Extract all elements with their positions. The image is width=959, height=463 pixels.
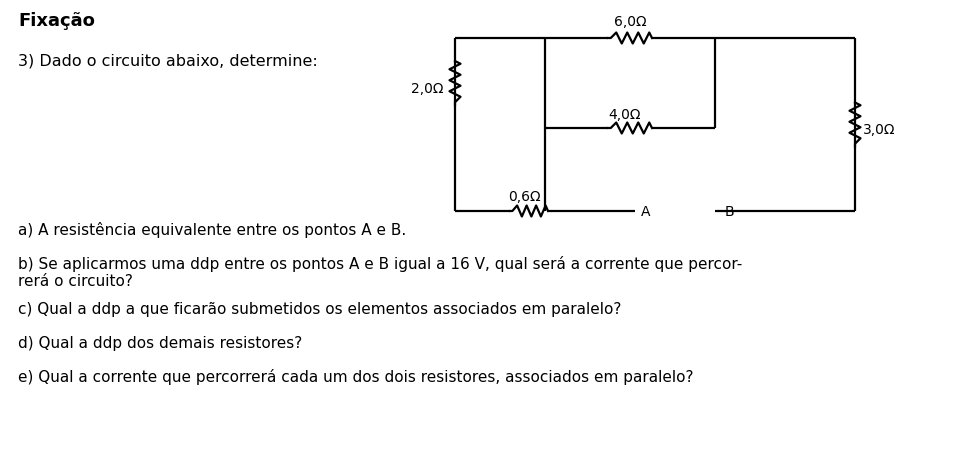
Text: Fixação: Fixação: [18, 12, 95, 30]
Text: 0,6Ω: 0,6Ω: [507, 189, 540, 204]
Text: 2,0Ω: 2,0Ω: [410, 82, 443, 96]
Text: B: B: [725, 205, 735, 219]
Text: 6,0Ω: 6,0Ω: [614, 15, 646, 29]
Text: 4,0Ω: 4,0Ω: [609, 108, 642, 122]
Text: d) Qual a ddp dos demais resistores?: d) Qual a ddp dos demais resistores?: [18, 335, 302, 350]
Text: e) Qual a corrente que percorrerá cada um dos dois resistores, associados em par: e) Qual a corrente que percorrerá cada u…: [18, 368, 693, 384]
Text: A: A: [641, 205, 650, 219]
Text: a) A resistência equivalente entre os pontos A e B.: a) A resistência equivalente entre os po…: [18, 221, 407, 238]
Text: c) Qual a ddp a que ficarão submetidos os elementos associados em paralelo?: c) Qual a ddp a que ficarão submetidos o…: [18, 301, 621, 316]
Text: 3) Dado o circuito abaixo, determine:: 3) Dado o circuito abaixo, determine:: [18, 54, 317, 69]
Text: b) Se aplicarmos uma ddp entre os pontos A e B igual a 16 V, qual será a corrent: b) Se aplicarmos uma ddp entre os pontos…: [18, 256, 742, 289]
Text: 3,0Ω: 3,0Ω: [863, 123, 896, 137]
